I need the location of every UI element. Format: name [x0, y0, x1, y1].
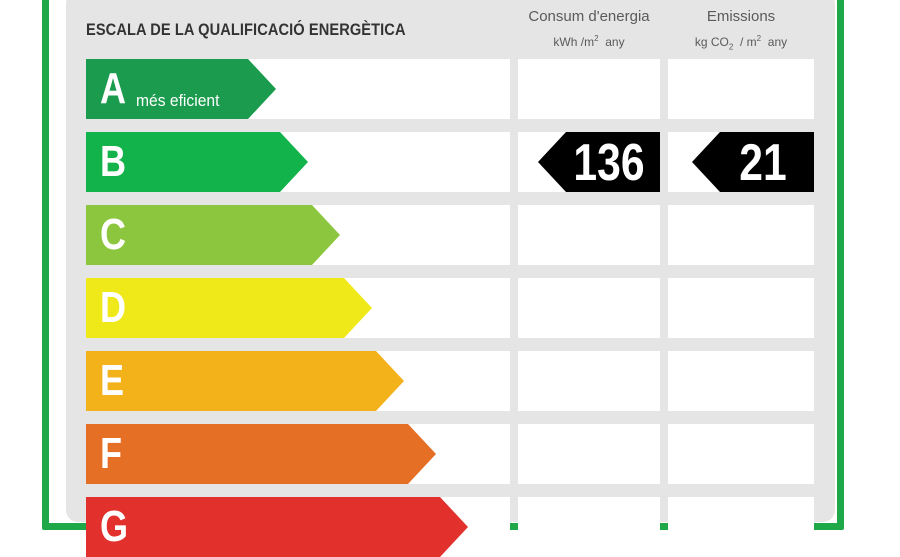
emissions-column-header: Emissions kg CO2 / m2 any [668, 8, 814, 56]
consum-cell-d [518, 278, 660, 338]
consum-cell-a [518, 59, 660, 119]
class-arrow-c: C [86, 205, 340, 265]
class-letter-g: G [100, 502, 129, 551]
class-letter-d: D [100, 283, 127, 332]
class-letter-f: F [100, 429, 123, 478]
consum-cell-e [518, 351, 660, 411]
class-arrow-shape-b [86, 132, 308, 192]
scale-title: ESCALA DE LA QUALIFICACIÓ ENERGÈTICA [86, 20, 406, 39]
emissions-units: kg CO2 / m2 any [694, 34, 788, 52]
class-arrow-g: G [86, 497, 468, 557]
emissions-column-label: Emissions [706, 8, 776, 25]
emissions-cell-e [668, 351, 814, 411]
class-letter-e: E [100, 356, 125, 405]
class-arrow-b: B [86, 132, 308, 192]
class-arrow-shape-a [86, 59, 276, 119]
class-arrow-shape-d [86, 278, 372, 338]
class-arrow-f: F [86, 424, 436, 484]
class-arrow-shape-e [86, 351, 404, 411]
consum-cell-c [518, 205, 660, 265]
consum-units: kWh /m2 any [553, 34, 625, 49]
class-arrow-d: D [86, 278, 372, 338]
consum-rating-marker: 136 [538, 132, 660, 192]
consum-cell-f [518, 424, 660, 484]
emissions-cell-g [668, 497, 814, 557]
emissions-rating-marker-value: 21 [739, 134, 787, 192]
consum-cell-g [518, 497, 660, 557]
consum-rating-marker-shape [538, 132, 660, 192]
class-letter-b: B [100, 137, 127, 186]
consum-column-header: Consum d'energia kWh /m2 any [518, 8, 660, 51]
class-arrow-shape-g [86, 497, 468, 557]
class-arrow-shape-c [86, 205, 340, 265]
emissions-cell-c [668, 205, 814, 265]
emissions-cell-f [668, 424, 814, 484]
emissions-cell-d [668, 278, 814, 338]
class-arrow-e: E [86, 351, 404, 411]
consum-column-label: Consum d'energia [528, 8, 650, 25]
emissions-cell-a [668, 59, 814, 119]
class-letter-c: C [100, 210, 127, 259]
class-arrow-shape-f [86, 424, 436, 484]
emissions-rating-marker-shape [692, 132, 814, 192]
emissions-rating-marker: 21 [692, 132, 814, 192]
class-letter-a: A [100, 64, 127, 113]
class-caption-a: més eficient [136, 91, 220, 110]
consum-rating-marker-value: 136 [573, 134, 645, 192]
